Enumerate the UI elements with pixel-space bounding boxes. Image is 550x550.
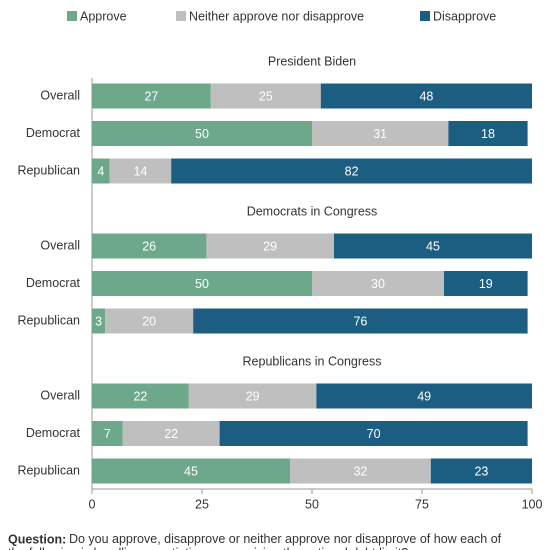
value-label: 45 bbox=[426, 239, 440, 253]
bar-segment bbox=[312, 121, 449, 146]
bar-segment bbox=[92, 121, 312, 146]
bar-segment bbox=[92, 383, 189, 409]
panel-title: Republicans in Congress bbox=[243, 354, 382, 368]
footnote: . Do you approve, disapprove or neither … bbox=[8, 532, 502, 550]
x-tick-label: 100 bbox=[522, 497, 543, 511]
bar-segment bbox=[193, 308, 528, 334]
value-label: 27 bbox=[144, 89, 158, 103]
legend-swatch bbox=[67, 11, 77, 21]
value-label: 29 bbox=[263, 239, 277, 253]
x-tick-label: 25 bbox=[195, 497, 209, 511]
value-label: 82 bbox=[345, 164, 359, 178]
bar-segment bbox=[430, 458, 532, 484]
value-label: 48 bbox=[419, 89, 433, 103]
bar-segment bbox=[92, 421, 123, 446]
y-tick-label: Overall bbox=[40, 88, 80, 102]
value-label: 18 bbox=[481, 127, 495, 141]
value-label: 29 bbox=[246, 389, 260, 403]
value-label: 20 bbox=[142, 314, 156, 328]
value-label: 3 bbox=[95, 314, 102, 328]
value-label: 50 bbox=[195, 127, 209, 141]
value-label: 70 bbox=[367, 427, 381, 441]
bar-segment bbox=[316, 383, 532, 409]
y-tick-label: Democrat bbox=[26, 426, 81, 440]
y-tick-label: Overall bbox=[40, 238, 80, 252]
y-tick-label: Republican bbox=[17, 313, 80, 327]
bar-segment bbox=[92, 83, 211, 109]
value-label: 30 bbox=[371, 277, 385, 291]
legend-swatch bbox=[176, 11, 186, 21]
legend-label: Approve bbox=[80, 9, 127, 23]
bar-segment bbox=[171, 158, 532, 184]
y-tick-label: Overall bbox=[40, 388, 80, 402]
value-label: 32 bbox=[353, 464, 367, 478]
legend-label: Disapprove bbox=[433, 9, 496, 23]
bar-segment bbox=[290, 458, 431, 484]
legend-label: Neither approve nor disapprove bbox=[189, 9, 364, 23]
panel-title: Democrats in Congress bbox=[247, 204, 378, 218]
panel-title: President Biden bbox=[268, 54, 356, 68]
value-label: 4 bbox=[97, 164, 104, 178]
y-tick-label: Republican bbox=[17, 163, 80, 177]
bar-segment bbox=[320, 83, 532, 109]
value-label: 31 bbox=[373, 127, 387, 141]
value-label: 50 bbox=[195, 277, 209, 291]
value-label: 45 bbox=[184, 464, 198, 478]
bar-segment bbox=[92, 271, 312, 296]
x-tick-label: 75 bbox=[415, 497, 429, 511]
bar-segment bbox=[105, 308, 194, 334]
x-tick-label: 0 bbox=[89, 497, 96, 511]
bar-segment bbox=[219, 421, 528, 446]
bar-segment bbox=[312, 271, 444, 296]
y-tick-label: Democrat bbox=[26, 276, 81, 290]
bar-segment bbox=[92, 458, 290, 484]
value-label: 19 bbox=[479, 277, 493, 291]
bar-segment bbox=[210, 83, 321, 109]
value-label: 22 bbox=[133, 389, 147, 403]
value-label: 49 bbox=[417, 389, 431, 403]
y-tick-label: Republican bbox=[17, 463, 80, 477]
bar-segment bbox=[92, 308, 106, 334]
value-label: 7 bbox=[104, 427, 111, 441]
value-label: 23 bbox=[474, 464, 488, 478]
value-label: 25 bbox=[259, 89, 273, 103]
bar-segment bbox=[188, 383, 317, 409]
bar-segment bbox=[92, 158, 110, 184]
value-label: 76 bbox=[353, 314, 367, 328]
footnote-label: Question: bbox=[8, 532, 66, 546]
value-label: 22 bbox=[164, 427, 178, 441]
bar-segment bbox=[109, 158, 172, 184]
bar-segment bbox=[448, 121, 528, 146]
y-tick-label: Democrat bbox=[26, 126, 81, 140]
bar-segment bbox=[444, 271, 528, 296]
bar-segment bbox=[122, 421, 220, 446]
value-label: 14 bbox=[133, 164, 147, 178]
bar-segment bbox=[92, 233, 207, 259]
legend-swatch bbox=[420, 11, 430, 21]
bar-segment bbox=[334, 233, 532, 259]
value-label: 26 bbox=[142, 239, 156, 253]
bar-segment bbox=[206, 233, 334, 259]
x-tick-label: 50 bbox=[305, 497, 319, 511]
